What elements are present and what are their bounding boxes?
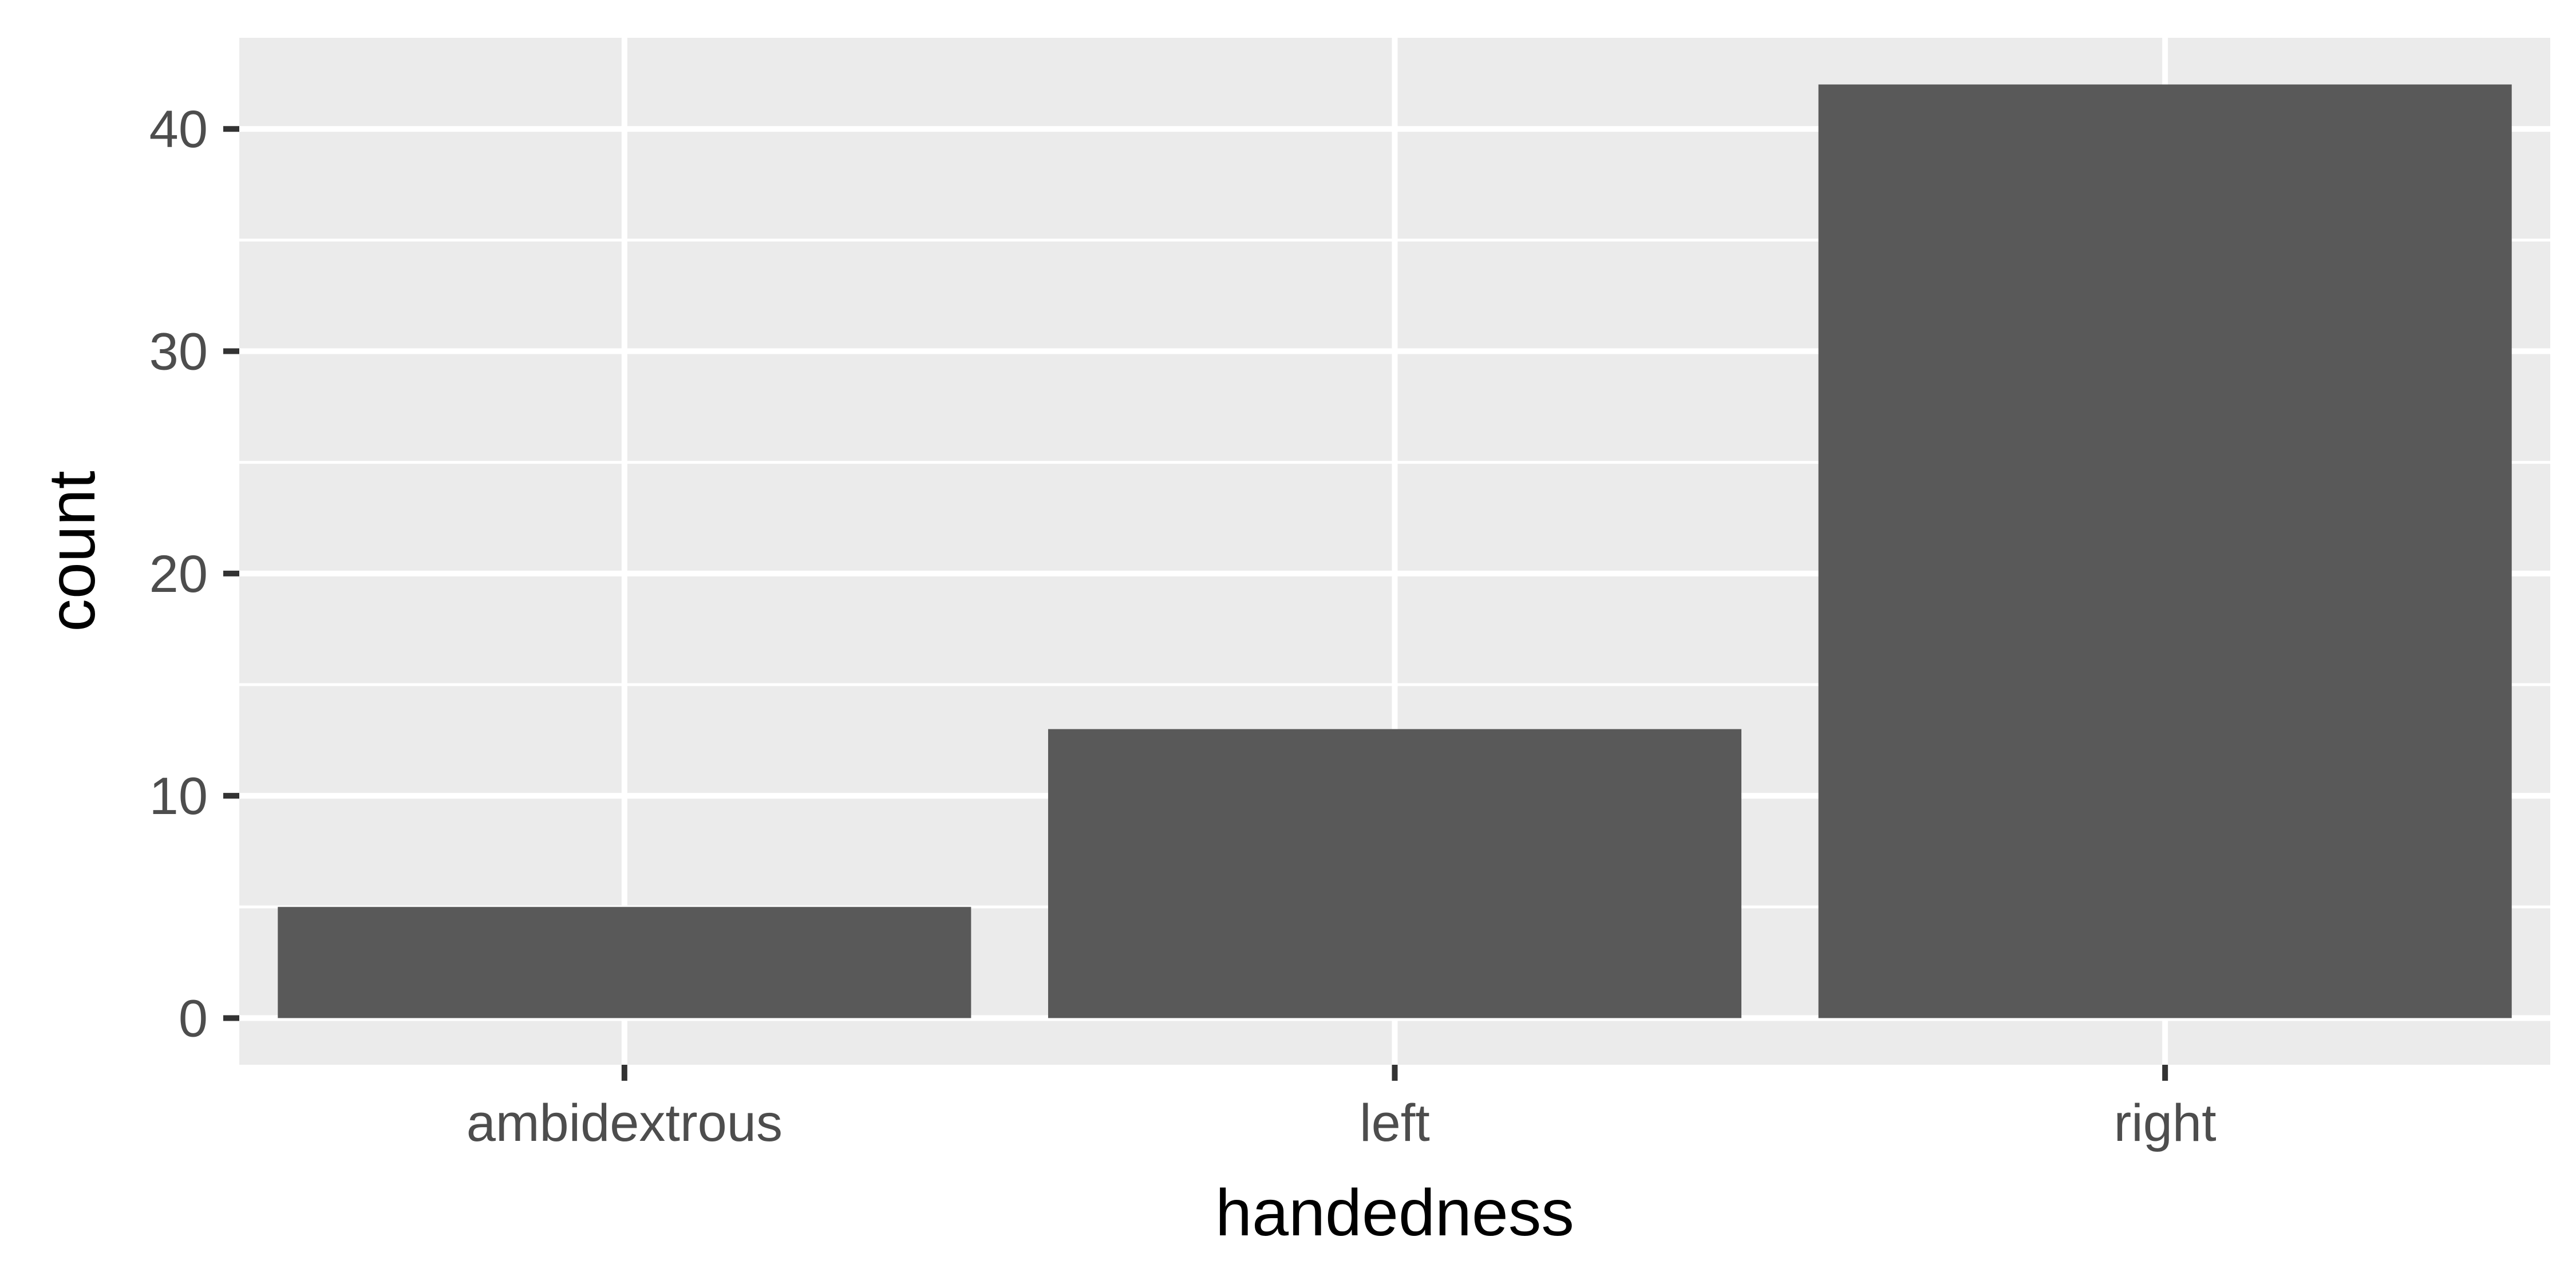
- y-tick-label: 0: [179, 989, 208, 1048]
- y-axis-title: count: [35, 471, 109, 631]
- bar-left: [1048, 729, 1742, 1018]
- x-axis: ambidextrous left right: [467, 1065, 2217, 1152]
- x-tick-label: ambidextrous: [467, 1094, 783, 1152]
- bar-right: [1818, 84, 2512, 1018]
- x-axis-title: handedness: [1215, 1176, 1574, 1250]
- x-tick-label: left: [1360, 1094, 1430, 1152]
- y-tick-label: 40: [149, 100, 208, 159]
- x-tick-label: right: [2114, 1094, 2217, 1152]
- y-tick-label: 20: [149, 545, 208, 603]
- bars: [278, 84, 2512, 1018]
- y-axis: 0 10 20 30 40: [149, 100, 239, 1048]
- bar-ambidextrous: [278, 907, 971, 1018]
- y-tick-label: 30: [149, 323, 208, 381]
- y-tick-label: 10: [149, 767, 208, 825]
